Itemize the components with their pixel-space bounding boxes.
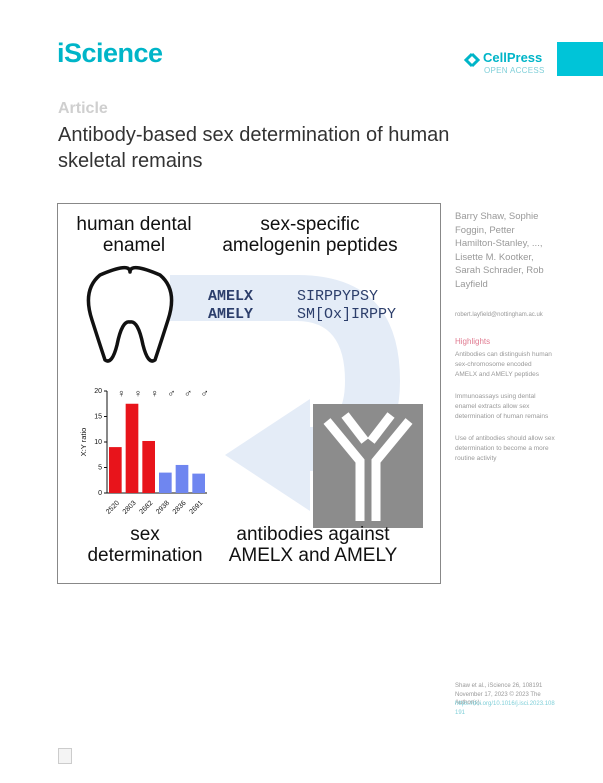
highlight: Antibodies can distinguish human sex-chr… (455, 351, 552, 378)
sex-symbol: ♀ (151, 388, 159, 400)
bar (175, 464, 189, 493)
abstract-label: human dental (76, 214, 191, 235)
peptide: SM[Ox]IRPPY (297, 306, 396, 323)
color-tab (557, 42, 603, 76)
peptide: SIRPPYPSY (297, 288, 378, 305)
doi-link[interactable]: https://doi.org/10.1016/j.isci.2023.1081… (455, 701, 555, 716)
article-type: Article (58, 100, 108, 117)
bar (109, 447, 122, 493)
citation: Shaw et al., iScience 26, 108191 Novembe… (455, 683, 543, 706)
highlights-title: Highlights (455, 337, 491, 346)
bar (142, 440, 155, 493)
abstract-label: AMELX and AMELY (229, 545, 398, 566)
y-axis-label: X:Y ratio (79, 428, 88, 457)
y-tick-label: 5 (98, 464, 102, 471)
highlight: Use of antibodies should allow sex deter… (455, 435, 555, 462)
publisher-logo (463, 52, 481, 68)
bar (125, 403, 139, 493)
open-access: OPEN ACCESS (484, 66, 545, 75)
abstract-label: enamel (103, 235, 165, 256)
authors: Barry Shaw, Sophie Foggin, Petter Hamilt… (455, 211, 544, 290)
sex-symbol: ♂ (201, 388, 209, 400)
bar (192, 473, 205, 493)
publisher[interactable]: CellPress (483, 50, 543, 65)
highlight: Immunoassays using dental enamel extract… (455, 393, 549, 420)
check-updates-badge[interactable] (58, 748, 72, 764)
y-tick-label: 0 (98, 490, 102, 497)
bar (159, 472, 172, 493)
highlights: Antibodies can distinguish human sex-chr… (455, 350, 555, 476)
gene-name: AMELX (208, 288, 253, 305)
article-title: Antibody-based sex determination of huma… (58, 124, 450, 172)
sex-symbol: ♂ (184, 388, 192, 400)
sex-symbol: ♀ (117, 388, 125, 400)
y-tick-label: 20 (94, 388, 102, 395)
sex-symbol: ♀ (134, 388, 142, 400)
abstract-label: antibodies against (236, 524, 390, 545)
y-tick-label: 15 (94, 413, 102, 420)
abstract-label: sex-specific (260, 214, 359, 235)
abstract-label: amelogenin peptides (222, 235, 397, 256)
email[interactable]: robert.layfield@nottingham.ac.uk (455, 312, 543, 318)
antibody-icon (323, 412, 413, 521)
sex-symbol: ♂ (167, 388, 175, 400)
journal-name[interactable]: iScience (57, 38, 163, 68)
tooth-icon (86, 265, 174, 363)
gene-name: AMELY (208, 306, 253, 323)
abstract-label: determination (87, 545, 202, 566)
abstract-label: sex (130, 524, 160, 545)
y-tick-label: 10 (94, 439, 102, 446)
